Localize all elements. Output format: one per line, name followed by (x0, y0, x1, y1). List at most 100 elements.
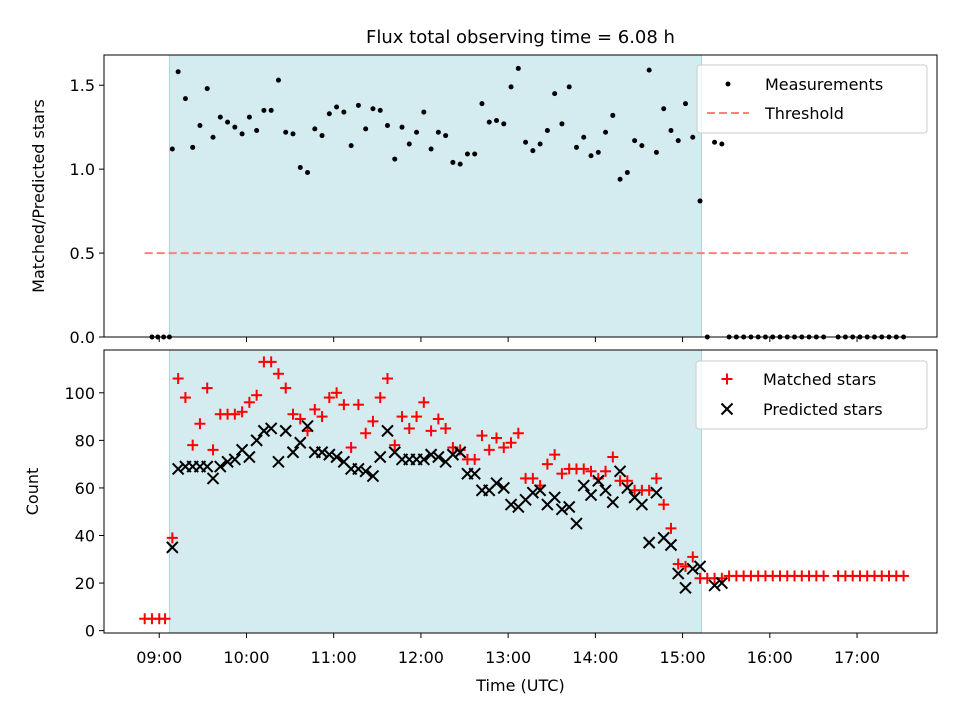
cross-bar-b (672, 567, 685, 580)
matched-star-point (374, 392, 386, 404)
bottom-axes-frame (103, 349, 938, 634)
matched-star-point (294, 413, 306, 425)
cross-bar-b (432, 450, 445, 464)
measurement-point (377, 107, 383, 113)
matched-star-point (607, 451, 619, 463)
predicted-star-point (599, 484, 612, 497)
bottom-legend: Matched stars Predicted stars (695, 360, 928, 430)
legend-label-matched-stars: Matched stars (763, 370, 876, 389)
legend-plus (721, 373, 733, 385)
cross-bar-b (214, 460, 227, 473)
measurement-point (588, 153, 594, 159)
matched-star-point (418, 396, 430, 408)
predicted-star-point (417, 453, 431, 466)
cross-bar-b (533, 484, 547, 497)
measurement-point (624, 170, 630, 175)
matched-star-point (179, 392, 191, 404)
predicted-star-point (533, 484, 547, 497)
predicted-star-point (613, 465, 627, 478)
measurement-point (464, 151, 470, 157)
matched-star-point (287, 408, 299, 420)
matched-star-point (323, 392, 335, 404)
predicted-star-point (243, 450, 256, 464)
cross-bar-b (526, 486, 540, 499)
measurement-point (479, 101, 485, 107)
predicted-star-point (490, 476, 503, 490)
cross-bar-b (650, 486, 663, 499)
measurement-point (661, 106, 667, 112)
measurement-point (384, 123, 390, 128)
matched-star-point (345, 442, 357, 454)
legend-cross (720, 402, 734, 416)
measurement-point (399, 124, 405, 130)
matched-star-point (483, 444, 495, 456)
predicted-star-point (468, 467, 481, 480)
predicted-stars-series (166, 419, 729, 595)
predicted-star-point (315, 446, 329, 459)
predicted-star-point (206, 472, 220, 485)
measurement-point (319, 133, 325, 139)
top-y-ticks: 0.0 0.5 1.0 1.5 (70, 76, 104, 347)
bottom-panel: 0 20 40 60 80 100 09:00 10:00 11:00 12:00 13:00 14… (23, 349, 938, 695)
x-tick-label: 12:00 (398, 648, 444, 667)
measurement-point (537, 141, 543, 147)
cross-bar-b (171, 462, 185, 476)
matched-star-point (352, 399, 364, 411)
bottom-y-ticks: 0 20 40 60 80 100 (64, 384, 104, 641)
matched-star-point (425, 425, 437, 437)
matched-star-point (236, 406, 248, 418)
cross-bar-b (562, 500, 576, 514)
cross-bar-b (599, 484, 612, 497)
measurement-point (261, 107, 267, 113)
measurement-point (472, 151, 478, 157)
measurement-point (552, 91, 558, 97)
measurement-point (719, 141, 725, 147)
cross-bar-b (243, 450, 256, 464)
measurement-point (530, 148, 536, 154)
measurement-point (566, 84, 572, 90)
measurement-point (675, 138, 681, 144)
matched-star-point (194, 418, 206, 430)
cross-bar-b (708, 579, 721, 592)
cross-bar-b (228, 453, 242, 466)
measurement-point (341, 109, 347, 115)
measurement-point (414, 129, 420, 135)
matched-star-point (207, 444, 219, 456)
cross-bar-b (555, 503, 569, 516)
bottom-y-tick-label: 0 (85, 622, 95, 641)
predicted-star-point (214, 460, 227, 473)
predicted-star-point (171, 462, 185, 476)
measurement-point (204, 86, 210, 92)
predicted-star-point (424, 448, 438, 461)
measurement-point (668, 128, 674, 134)
cross-bar-b (257, 424, 271, 438)
matched-star-point (360, 427, 372, 439)
matched-star-point (159, 613, 171, 625)
matched-star-point (272, 368, 284, 380)
measurement-point (457, 161, 463, 167)
cross-bar-b (264, 422, 278, 435)
measurement-point (581, 134, 587, 140)
cross-bar-b (352, 462, 365, 476)
measurement-point (312, 126, 318, 132)
measurement-point (326, 111, 332, 117)
measurement-point (169, 146, 175, 152)
cross-bar-b (201, 460, 214, 473)
predicted-star-point (279, 424, 292, 438)
measurement-point (190, 144, 196, 150)
measurement-point (406, 141, 412, 147)
measurement-point (297, 164, 303, 170)
top-shaded-span (168, 54, 702, 338)
predicted-star-point (201, 460, 214, 473)
cross-bar-b (272, 455, 285, 468)
predicted-star-point (366, 469, 380, 483)
matched-star-point (585, 465, 597, 477)
measurement-point (632, 138, 638, 144)
bottom-y-tick-label: 40 (75, 526, 95, 545)
measurement-point (217, 114, 223, 120)
measurement-point (421, 109, 427, 115)
top-x-ticks (158, 337, 858, 342)
matched-star-point (367, 415, 379, 427)
cross-bar-b (206, 472, 220, 485)
measurement-point (508, 84, 514, 90)
